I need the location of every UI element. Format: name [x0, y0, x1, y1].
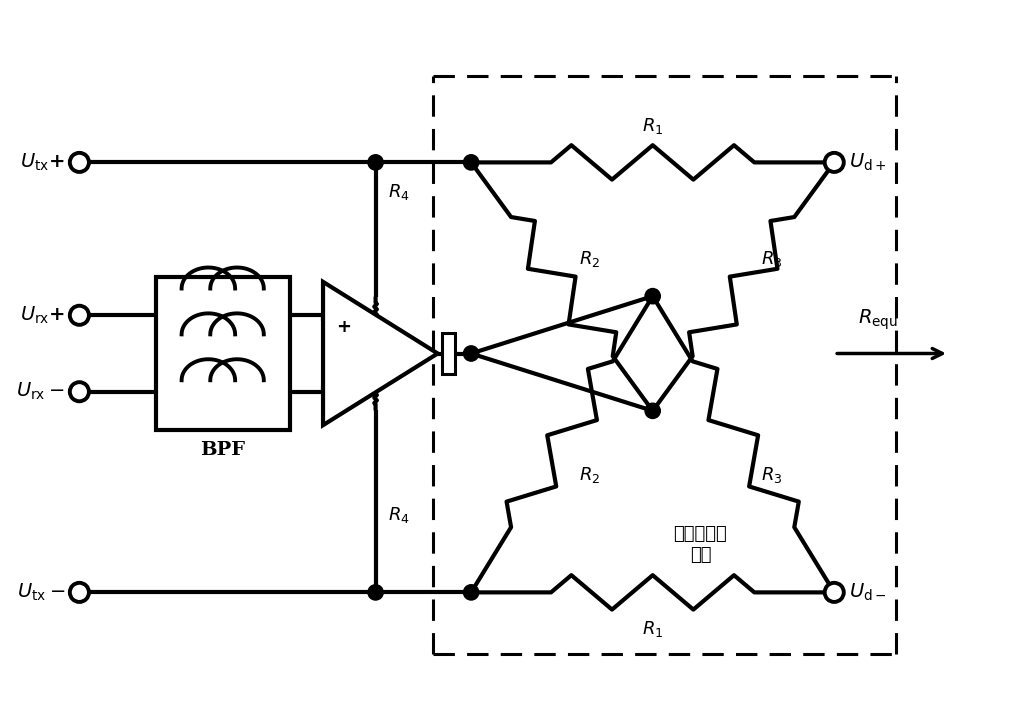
Polygon shape: [323, 282, 438, 425]
Text: $U_{\rm d-}$: $U_{\rm d-}$: [849, 582, 886, 603]
Text: $U_{\rm tx}$+: $U_{\rm tx}$+: [20, 152, 65, 173]
Text: $R_2$: $R_2$: [579, 250, 600, 269]
Text: BPF: BPF: [200, 441, 245, 460]
Text: $R_2$: $R_2$: [579, 465, 600, 485]
Circle shape: [824, 153, 844, 172]
Circle shape: [70, 305, 89, 325]
Circle shape: [368, 155, 383, 170]
Text: $R_1$: $R_1$: [642, 116, 663, 136]
Text: $U_{\rm rx}$+: $U_{\rm rx}$+: [20, 305, 65, 326]
Circle shape: [368, 585, 383, 600]
Text: $R_{\rm equ}$: $R_{\rm equ}$: [858, 308, 898, 332]
Circle shape: [70, 382, 89, 402]
Text: $R_4$: $R_4$: [388, 182, 410, 201]
Circle shape: [463, 585, 479, 600]
Text: 对称惠斯通
电桥: 对称惠斯通 电桥: [674, 525, 727, 564]
Circle shape: [645, 288, 660, 304]
Circle shape: [70, 583, 89, 602]
Bar: [443, 334, 455, 373]
Circle shape: [824, 583, 844, 602]
Circle shape: [463, 155, 479, 170]
Text: $R_3$: $R_3$: [761, 465, 782, 485]
Text: $U_{\rm tx}-$: $U_{\rm tx}-$: [17, 582, 65, 603]
Text: $U_{\rm rx}-$: $U_{\rm rx}-$: [16, 381, 65, 402]
Circle shape: [70, 153, 89, 172]
Text: +: +: [337, 317, 351, 336]
Text: $R_1$: $R_1$: [642, 619, 663, 639]
Bar: [155, 277, 290, 430]
Text: $R_4$: $R_4$: [388, 506, 410, 525]
Text: $R_3$: $R_3$: [761, 250, 782, 269]
Circle shape: [463, 346, 479, 361]
Circle shape: [645, 403, 660, 419]
Text: $U_{\rm d+}$: $U_{\rm d+}$: [849, 152, 886, 173]
